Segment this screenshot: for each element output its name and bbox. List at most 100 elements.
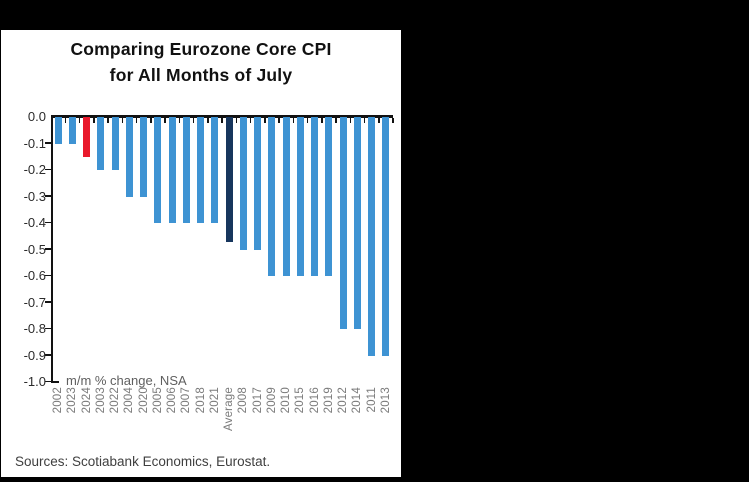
y-tick-label: -0.6 [23, 268, 46, 283]
x-label-2017: 2017 [251, 387, 265, 413]
x-label-2009: 2009 [265, 387, 279, 413]
chart-title: Comparing Eurozone Core CPI for All Mont… [1, 36, 401, 88]
x-label-text: 2006 [166, 387, 179, 414]
x-label-text: 2019 [322, 387, 335, 414]
x-label-2011: 2011 [365, 387, 379, 413]
bar-2016 [311, 117, 319, 276]
x-label-text: 2018 [194, 387, 207, 414]
x-label-2013: 2013 [379, 387, 393, 413]
x-label-2016: 2016 [308, 387, 322, 413]
y-tick [45, 248, 51, 250]
x-label-2005: 2005 [151, 387, 165, 413]
x-label-text: 2003 [94, 387, 107, 414]
y-tick [45, 221, 51, 224]
x-tick [178, 118, 180, 123]
bar-2011 [368, 117, 376, 356]
x-label-text: 2015 [294, 387, 307, 414]
x-label-text: 2010 [280, 387, 293, 414]
chart-title-line2: for All Months of July [109, 65, 293, 85]
bar-2014 [353, 117, 361, 329]
x-label-text: 2014 [351, 387, 364, 414]
x-label-2010: 2010 [279, 387, 293, 413]
bar-2017 [254, 117, 262, 250]
x-label-text: 2012 [337, 387, 350, 414]
x-label-2020: 2020 [137, 387, 151, 413]
y-axis-line [51, 115, 53, 383]
bar-2010 [282, 117, 290, 276]
y-tick-label: -0.7 [23, 294, 46, 310]
x-label-2022: 2022 [108, 387, 122, 413]
bar-2021 [211, 117, 219, 223]
x-tick [78, 118, 81, 123]
x-tick [221, 118, 223, 123]
y-tick-label: -0.9 [23, 347, 46, 363]
y-tick [45, 380, 51, 383]
x-label-2007: 2007 [179, 387, 193, 413]
x-tick [363, 118, 366, 123]
y-tick-label: -1.0 [23, 374, 46, 389]
bar-2003 [97, 117, 105, 170]
x-label-2019: 2019 [322, 387, 336, 413]
y-tick [45, 195, 51, 197]
y-tick [45, 327, 51, 330]
x-tick [306, 118, 309, 123]
x-tick [207, 118, 209, 123]
x-tick [278, 118, 280, 123]
x-label-text: 2017 [251, 387, 264, 414]
bar-2006 [168, 117, 176, 223]
x-label-average: Average [222, 387, 236, 431]
bar-2002 [54, 117, 62, 144]
y-tick-label: -0.3 [23, 188, 46, 204]
x-label-2023: 2023 [65, 387, 79, 413]
x-tick [321, 118, 323, 123]
bar-average [225, 117, 233, 242]
x-label-text: 2009 [265, 387, 278, 414]
x-label-text: 2021 [208, 387, 221, 414]
x-label-text: 2007 [180, 387, 193, 414]
units-note: m/m % change, NSA [66, 373, 187, 388]
y-tick-label: -0.8 [23, 321, 46, 336]
y-tick [45, 354, 51, 356]
y-tick-label: -0.2 [23, 162, 46, 177]
x-tick [249, 118, 252, 123]
x-label-text: Average [223, 387, 236, 432]
x-tick [150, 118, 152, 123]
x-tick [349, 118, 351, 123]
x-tick [93, 118, 95, 123]
x-tick [192, 118, 195, 123]
x-label-text: 2013 [379, 387, 392, 414]
y-tick-label: -0.1 [23, 135, 46, 151]
x-tick [292, 118, 294, 123]
x-tick [378, 118, 380, 123]
chart-panel: Comparing Eurozone Core CPI for All Mont… [0, 30, 401, 477]
y-tick [45, 301, 51, 303]
y-tick [45, 168, 51, 171]
bar-2022 [111, 117, 119, 170]
x-tick [235, 118, 237, 123]
bar-2015 [296, 117, 304, 276]
y-tick-label: -0.4 [23, 215, 46, 230]
x-label-text: 2004 [123, 387, 136, 414]
x-label-text: 2011 [365, 387, 378, 413]
x-tick [64, 118, 66, 123]
x-label-2006: 2006 [165, 387, 179, 413]
x-tick [121, 118, 123, 123]
x-label-text: 2024 [80, 387, 93, 414]
x-tick [264, 118, 266, 123]
x-label-text: 2016 [308, 387, 321, 414]
x-label-text: 2002 [52, 387, 65, 414]
x-label-2003: 2003 [94, 387, 108, 413]
bar-2004 [125, 117, 133, 197]
bar-2020 [140, 117, 148, 197]
bar-2023 [68, 117, 76, 144]
chart-title-line1: Comparing Eurozone Core CPI [70, 39, 332, 59]
y-tick [45, 274, 51, 277]
bar-2008 [239, 117, 247, 250]
x-label-2012: 2012 [336, 387, 350, 413]
bar-2019 [325, 117, 333, 276]
y-tick [45, 142, 51, 144]
bar-2024 [83, 117, 91, 157]
bar-2013 [382, 117, 390, 356]
source-note: Sources: Scotiabank Economics, Eurostat. [15, 454, 271, 469]
